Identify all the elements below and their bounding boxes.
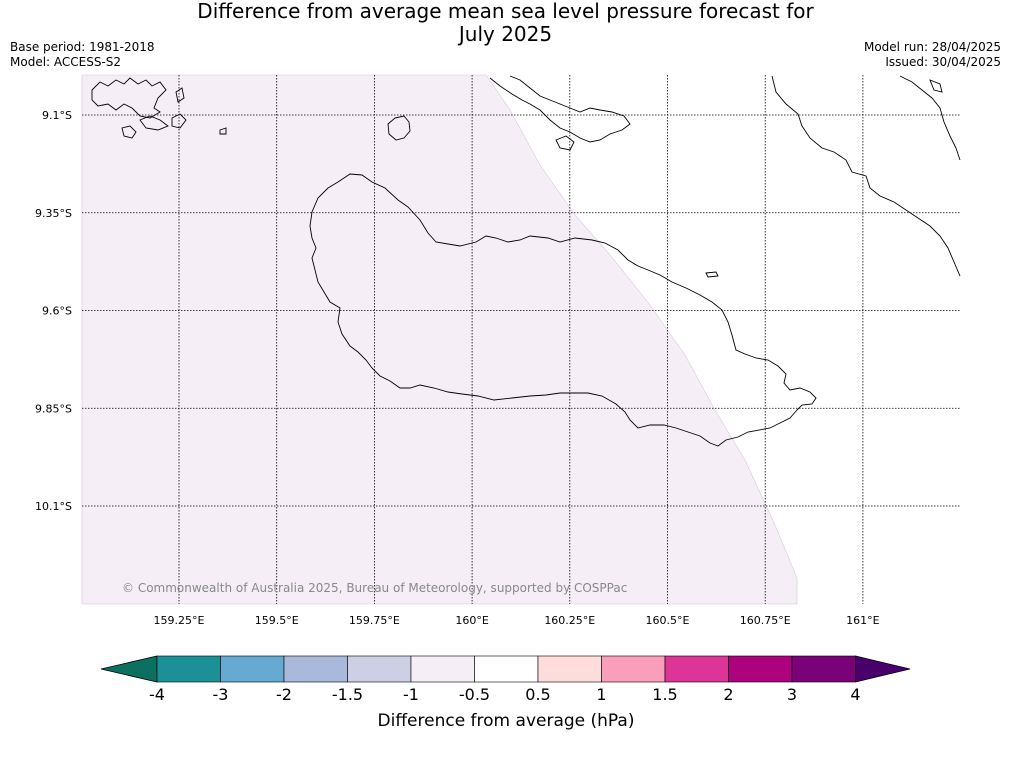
colorbar-segment (283, 655, 348, 683)
colorbar-tick-label: 3 (787, 685, 797, 704)
latitude-label: 9.85°S (35, 402, 72, 415)
gridlines (82, 75, 960, 604)
latitude-labels: 9.1°S 9.35°S 9.6°S 9.85°S 10.1°S (35, 109, 72, 513)
longitude-label: 160.25°E (544, 614, 595, 627)
coastline-malaita (771, 75, 961, 277)
coastline-florida-islet (555, 135, 575, 151)
coastline-malaita-north (899, 75, 961, 161)
latitude-label: 9.1°S (42, 109, 72, 122)
anomaly-shaded-region (81, 74, 798, 605)
coastline-small-island (387, 115, 411, 141)
colorbar-segment (474, 655, 539, 683)
coastline-islet-4 (139, 115, 169, 131)
base-period: Base period: 1981-2018 (10, 40, 155, 54)
colorbar-tick-label: -4 (149, 685, 165, 704)
colorbar-tick-label: 2 (723, 685, 733, 704)
colorbar-segment (728, 655, 793, 683)
model-name: Model: ACCESS-S2 (10, 55, 122, 69)
colorbar-tick-label: -1 (403, 685, 419, 704)
longitude-label: 161°E (846, 614, 879, 627)
longitude-label: 159.25°E (154, 614, 205, 627)
coastline-russell-islands (91, 77, 167, 119)
colorbar-segment (791, 655, 856, 683)
colorbar-title: Difference from average (hPa) (378, 711, 635, 731)
longitude-label: 160.5°E (646, 614, 690, 627)
colorbar-segment (347, 655, 412, 683)
colorbar-tick-label: 1 (596, 685, 606, 704)
copyright-credit: © Commonwealth of Australia 2025, Bureau… (122, 581, 627, 595)
colorbar-segment (410, 655, 475, 683)
colorbar-tick-label: -0.5 (459, 685, 490, 704)
latitude-label: 10.1°S (35, 500, 72, 513)
coastline-islet-5 (219, 127, 227, 135)
colorbar: -4 -3 -2 -1.5 -1 -0.5 0.5 1 1.5 2 3 4 (100, 655, 911, 704)
coastline-islet-6 (705, 271, 719, 278)
colorbar-segment (601, 655, 666, 683)
colorbar-tick-label: -1.5 (332, 685, 363, 704)
title-line-2: July 2025 (458, 22, 553, 46)
colorbar-segment (537, 655, 602, 683)
longitude-labels: 159.25°E 159.5°E 159.75°E 160°E 160.25°E 160.… (154, 614, 880, 627)
longitude-label: 160.75°E (740, 614, 791, 627)
issued-date: Issued: 30/04/2025 (885, 55, 1001, 69)
colorbar-tick-label: 4 (850, 685, 860, 704)
map-panel: © Commonwealth of Australia 2025, Bureau… (81, 74, 961, 605)
colorbar-high-extend (855, 655, 911, 683)
coastline-islet-7 (929, 79, 943, 93)
coastlines (91, 75, 961, 447)
title-line-1: Difference from average mean sea level p… (197, 0, 814, 23)
latitude-label: 9.35°S (35, 207, 72, 220)
colorbar-segment (664, 655, 729, 683)
model-run: Model run: 28/04/2025 (863, 40, 1001, 54)
coastline-florida-islands (489, 75, 631, 143)
longitude-label: 160°E (455, 614, 488, 627)
page-title: Difference from average mean sea level p… (0, 0, 1011, 46)
meta-right: Model run: 28/04/2025 Issued: 30/04/2025 (864, 40, 1001, 70)
colorbar-segment (220, 655, 285, 683)
coastline-islet-3 (175, 87, 185, 103)
coastline-islet-1 (121, 125, 137, 139)
colorbar-tick-label: -2 (276, 685, 292, 704)
colorbar-tick-label: -3 (213, 685, 229, 704)
colorbar-tick-label: 1.5 (652, 685, 677, 704)
colorbar-low-extend (100, 655, 158, 683)
longitude-label: 159.75°E (349, 614, 400, 627)
meta-left: Base period: 1981-2018 Model: ACCESS-S2 (10, 40, 155, 70)
colorbar-segment (156, 655, 221, 683)
colorbar-tick-label: 0.5 (525, 685, 550, 704)
latitude-label: 9.6°S (42, 305, 72, 318)
longitude-label: 159.5°E (255, 614, 299, 627)
coastline-guadalcanal (309, 173, 817, 447)
